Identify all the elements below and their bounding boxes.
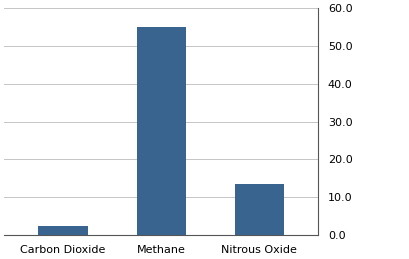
Bar: [234, 184, 283, 235]
Bar: [136, 27, 185, 235]
Bar: [38, 226, 88, 235]
